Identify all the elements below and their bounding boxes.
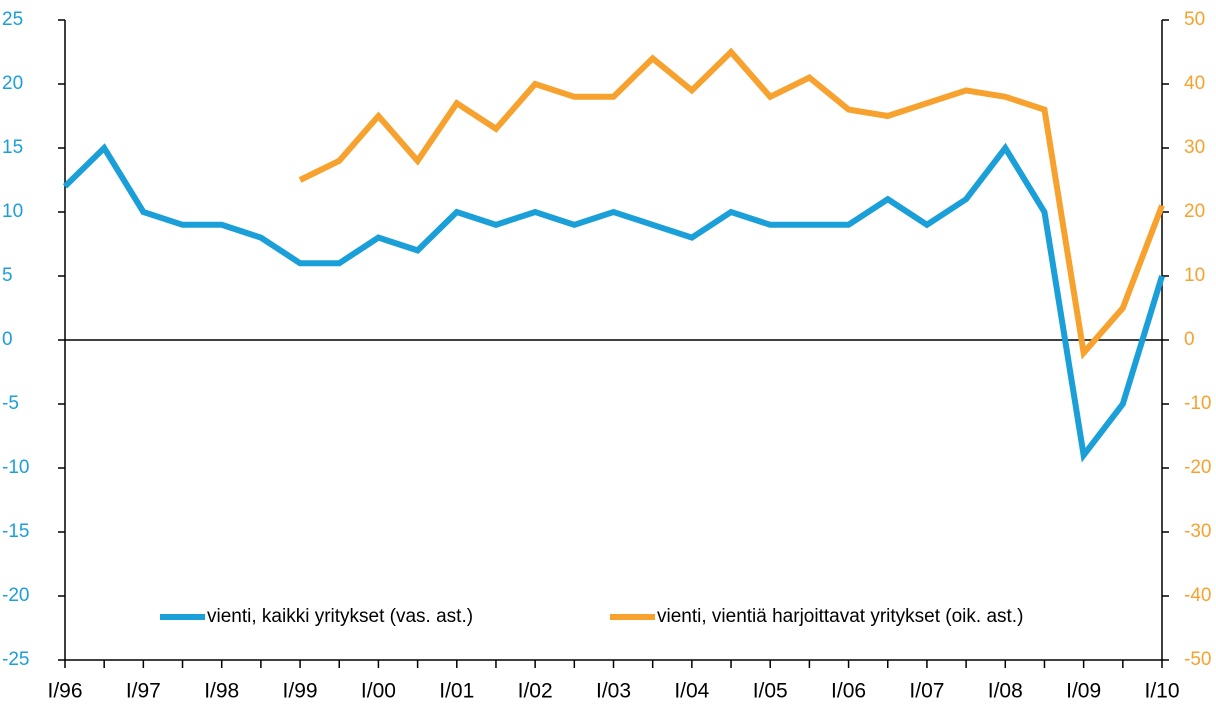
y2-tick-label: -30	[1184, 521, 1211, 542]
y2-tick-label: 50	[1184, 9, 1205, 30]
legend-label: vienti, kaikki yritykset (vas. ast.)	[207, 606, 473, 627]
x-tick-label: I/08	[988, 680, 1023, 703]
y2-tick-label: -40	[1184, 585, 1211, 606]
x-tick-label: I/05	[753, 680, 788, 703]
y-tick-label: 20	[2, 73, 23, 94]
y2-tick-label: -10	[1184, 393, 1211, 414]
y-tick-label: -15	[2, 521, 29, 542]
legend-label: vienti, vientiä harjoittavat yritykset (…	[657, 606, 1023, 627]
x-tick-label: I/96	[47, 680, 82, 703]
y-tick-label: 0	[2, 329, 13, 350]
y2-tick-label: 30	[1184, 137, 1205, 158]
x-tick-label: I/04	[674, 680, 709, 703]
x-tick-label: I/09	[1066, 680, 1101, 703]
x-tick-label: I/97	[126, 680, 161, 703]
x-tick-label: I/01	[439, 680, 474, 703]
y2-tick-label: -50	[1184, 649, 1211, 670]
y2-tick-label: 20	[1184, 201, 1205, 222]
y2-tick-label: 40	[1184, 73, 1205, 94]
series-line	[298, 47, 1165, 360]
x-tick-label: I/00	[361, 680, 396, 703]
y-tick-label: -10	[2, 457, 29, 478]
x-tick-label: I/99	[283, 680, 318, 703]
y-tick-label: 15	[2, 137, 23, 158]
x-tick-label: I/03	[596, 680, 631, 703]
x-tick-label: I/02	[518, 680, 553, 703]
y2-tick-label: 0	[1184, 329, 1195, 350]
series-line	[62, 142, 1165, 463]
y-tick-label: -20	[2, 585, 29, 606]
x-tick-label: I/06	[831, 680, 866, 703]
y2-tick-label: 10	[1184, 265, 1205, 286]
y-tick-label: 25	[2, 9, 23, 30]
y-tick-label: -25	[2, 649, 29, 670]
y-tick-label: 10	[2, 201, 23, 222]
x-tick-label: I/07	[909, 680, 944, 703]
x-tick-label: I/98	[204, 680, 239, 703]
y2-tick-label: -20	[1184, 457, 1211, 478]
y-tick-label: -5	[2, 393, 19, 414]
y-tick-label: 5	[2, 265, 13, 286]
x-tick-label: I/10	[1144, 680, 1179, 703]
